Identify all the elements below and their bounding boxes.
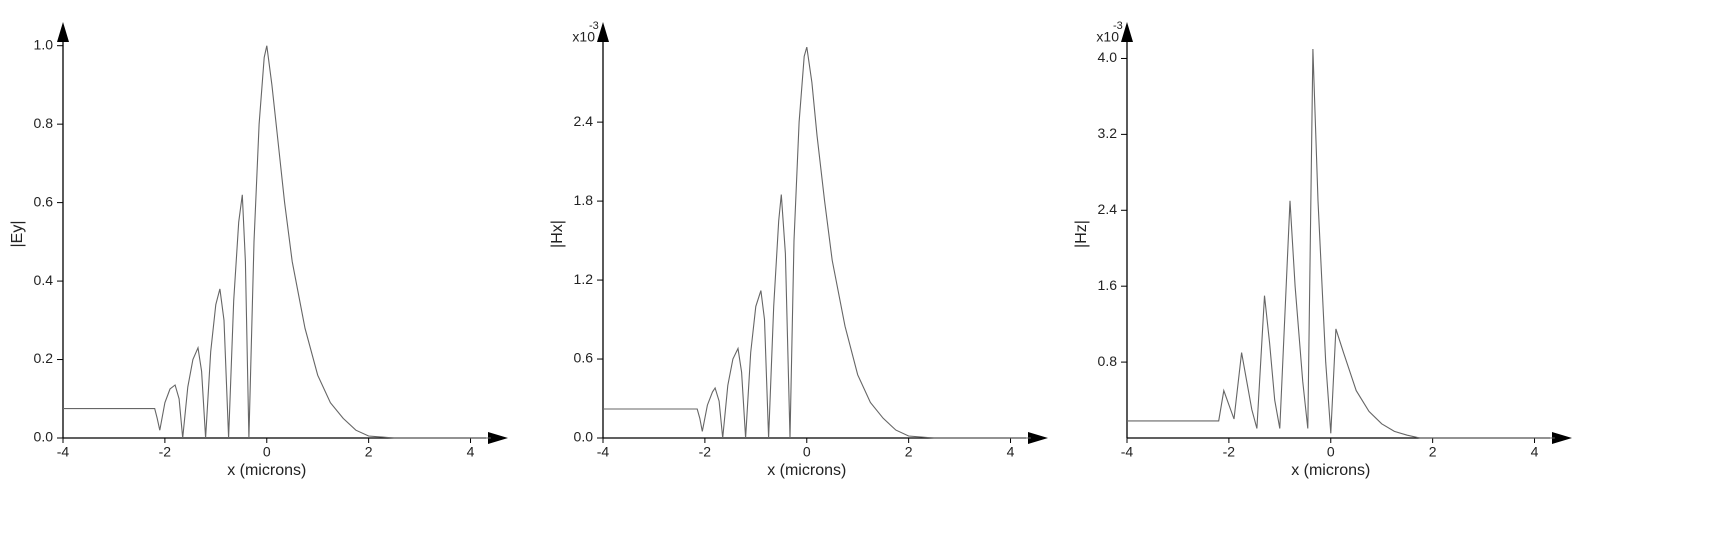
x-tick-label: -2 — [699, 444, 712, 460]
data-line — [63, 45, 491, 439]
y-tick-label: 0.8 — [1098, 353, 1118, 369]
panel: 0.0 0.2 0.4 0.6 0.8 1.0 -4 -2 0 2 4 x (microns) |Ey| — [9, 22, 508, 479]
y-axis-label: |Hz| — [1073, 220, 1090, 248]
y-tick-label: 3.2 — [1098, 125, 1118, 141]
y-tick-label: 0.0 — [34, 429, 54, 445]
x-axis-label: x (microns) — [1291, 462, 1370, 479]
multiplier-exponent: -3 — [589, 20, 599, 32]
x-tick-label: -2 — [1223, 444, 1236, 460]
multiplier-exponent: -3 — [1113, 20, 1123, 32]
x-tick-label: -2 — [159, 444, 172, 460]
y-arrow — [57, 22, 69, 42]
panel: 0.0 0.6 1.2 1.8 2.4 -4 -2 0 2 4 x (microns) |Hx| x10… — [549, 20, 1048, 479]
y-arrow — [1121, 22, 1133, 42]
y-tick-label: 0.6 — [34, 193, 54, 209]
y-tick-label: 1.2 — [574, 271, 594, 287]
x-tick-label: 2 — [365, 444, 373, 460]
x-tick-label: 2 — [905, 444, 913, 460]
x-tick-label: 4 — [1007, 444, 1015, 460]
y-tick-label: 0.8 — [34, 115, 54, 131]
y-tick-label: 2.4 — [574, 113, 594, 129]
multiplier-base: x10 — [1096, 29, 1119, 45]
panel: 0.8 1.6 2.4 3.2 4.0 -4 -2 0 2 4 x (microns) |Hz| x10… — [1073, 20, 1572, 479]
x-tick-label: 4 — [1531, 444, 1539, 460]
x-tick-label: -4 — [597, 444, 610, 460]
x-axis-label: x (microns) — [767, 462, 846, 479]
x-arrow — [1552, 432, 1572, 444]
multiplier-base: x10 — [572, 29, 595, 45]
x-tick-label: -4 — [1121, 444, 1134, 460]
data-line — [603, 46, 1031, 439]
y-arrow — [597, 22, 609, 42]
y-tick-label: 1.0 — [34, 36, 54, 52]
y-tick-label: 1.8 — [574, 192, 594, 208]
x-tick-label: 0 — [263, 444, 271, 460]
y-tick-label: 1.6 — [1098, 277, 1118, 293]
x-tick-label: 0 — [1327, 444, 1335, 460]
y-tick-label: 0.0 — [574, 429, 594, 445]
y-tick-label: 0.2 — [34, 350, 54, 366]
y-tick-label: 2.4 — [1098, 201, 1118, 217]
x-tick-label: -4 — [57, 444, 70, 460]
x-tick-label: 0 — [803, 444, 811, 460]
x-arrow — [488, 432, 508, 444]
x-axis-label: x (microns) — [227, 462, 306, 479]
x-tick-label: 4 — [467, 444, 475, 460]
x-tick-label: 2 — [1429, 444, 1437, 460]
y-tick-label: 0.6 — [574, 350, 594, 366]
y-axis-label: |Ey| — [9, 221, 26, 248]
y-axis-label: |Hx| — [549, 220, 566, 248]
y-tick-label: 0.4 — [34, 272, 54, 288]
y-tick-label: 4.0 — [1098, 49, 1118, 65]
x-arrow — [1028, 432, 1048, 444]
data-line — [1127, 48, 1555, 439]
